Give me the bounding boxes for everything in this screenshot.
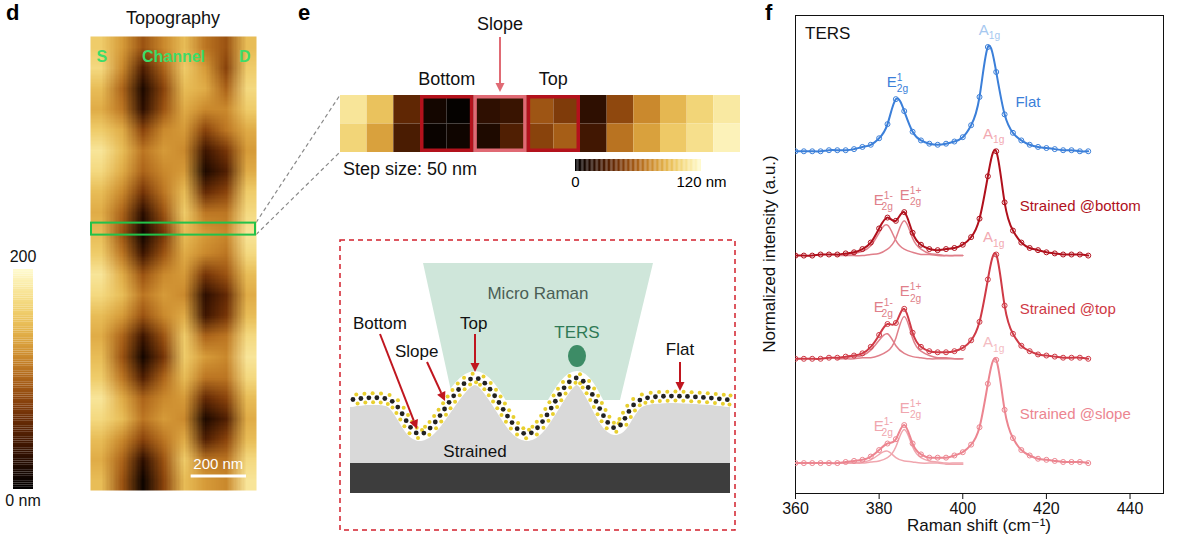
svg-text:Strained @slope: Strained @slope bbox=[1020, 405, 1131, 422]
svg-text:Bottom: Bottom bbox=[353, 314, 407, 333]
html-text:0 nm: 0 nm bbox=[5, 492, 41, 509]
svg-text:120 nm: 120 nm bbox=[676, 173, 726, 190]
svg-text:Bottom: Bottom bbox=[418, 69, 475, 89]
svg-text:Micro Raman: Micro Raman bbox=[487, 284, 588, 303]
svg-text:E1+2g: E1+2g bbox=[900, 398, 922, 420]
svg-text:Raman shift (cm⁻¹): Raman shift (cm⁻¹) bbox=[907, 516, 1051, 535]
svg-text:E1-2g: E1-2g bbox=[874, 416, 893, 438]
svg-text:E12g: E12g bbox=[887, 72, 909, 94]
svg-text:Normalized intensity (a.u.): Normalized intensity (a.u.) bbox=[760, 155, 779, 352]
svg-text:Slope: Slope bbox=[477, 14, 523, 34]
svg-text:E1-2g: E1-2g bbox=[874, 190, 893, 212]
svg-text:S: S bbox=[97, 48, 108, 65]
svg-text:TERS: TERS bbox=[805, 24, 850, 43]
svg-text:TERS: TERS bbox=[554, 323, 599, 342]
svg-text:Top: Top bbox=[460, 314, 487, 333]
svg-text:420: 420 bbox=[1033, 500, 1060, 517]
svg-text:Slope: Slope bbox=[395, 342, 438, 361]
svg-text:Top: Top bbox=[539, 69, 568, 89]
svg-text:A1g: A1g bbox=[983, 125, 1005, 146]
svg-text:E1-2g: E1-2g bbox=[874, 297, 893, 319]
svg-text:E1+2g: E1+2g bbox=[900, 185, 922, 207]
svg-text:Strained @bottom: Strained @bottom bbox=[1020, 197, 1141, 214]
svg-text:380: 380 bbox=[866, 500, 893, 517]
svg-text:400: 400 bbox=[949, 500, 976, 517]
html-text:f: f bbox=[765, 0, 773, 25]
html-text:e: e bbox=[298, 0, 311, 25]
html-text:d: d bbox=[6, 0, 20, 25]
svg-text:A1g: A1g bbox=[983, 333, 1005, 354]
html-text:Topography: Topography bbox=[126, 8, 220, 28]
svg-text:A1g: A1g bbox=[983, 228, 1005, 249]
svg-text:Flat: Flat bbox=[666, 340, 695, 359]
svg-text:E1+2g: E1+2g bbox=[900, 281, 922, 303]
svg-text:Strained: Strained bbox=[443, 442, 506, 461]
svg-text:360: 360 bbox=[782, 500, 809, 517]
html-text:200: 200 bbox=[9, 248, 37, 265]
html-text:Step size: 50 nm: Step size: 50 nm bbox=[343, 159, 478, 179]
svg-text:D: D bbox=[239, 48, 251, 65]
svg-text:Strained @top: Strained @top bbox=[1020, 300, 1116, 317]
svg-text:A1g: A1g bbox=[979, 21, 1001, 42]
svg-text:Channel: Channel bbox=[142, 48, 205, 65]
svg-text:200 nm: 200 nm bbox=[193, 455, 243, 472]
svg-text:440: 440 bbox=[1117, 500, 1144, 517]
svg-text:Flat: Flat bbox=[1015, 93, 1041, 110]
svg-text:0: 0 bbox=[571, 173, 579, 190]
